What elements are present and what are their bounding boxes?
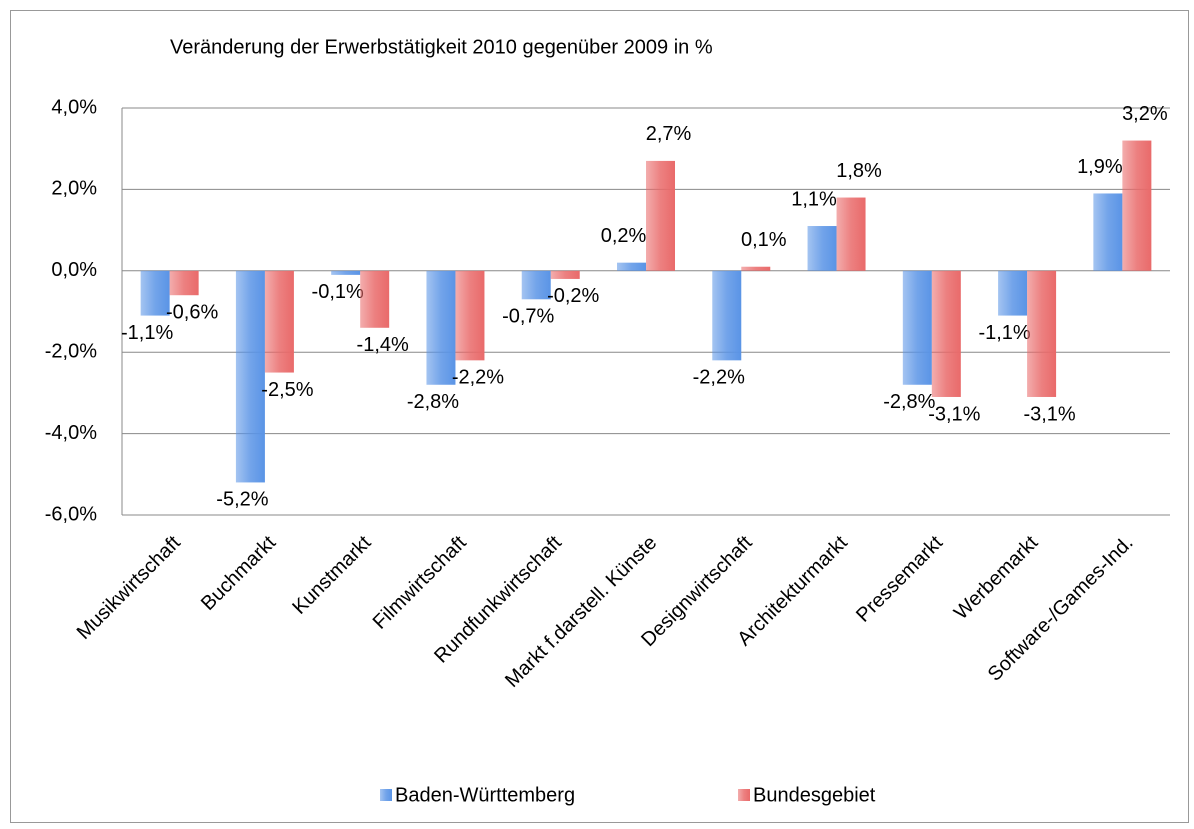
bar bbox=[521, 270, 551, 300]
legend-swatch bbox=[738, 789, 750, 801]
data-label: -3,1% bbox=[1023, 403, 1075, 425]
data-label: -2,2% bbox=[452, 367, 504, 389]
bar bbox=[331, 270, 361, 275]
data-label: -1,1% bbox=[121, 322, 173, 344]
bar bbox=[931, 270, 961, 397]
y-tick-label: -4,0% bbox=[45, 422, 97, 444]
data-label: -0,6% bbox=[166, 302, 218, 324]
chart-border bbox=[10, 10, 1189, 823]
data-label: -0,7% bbox=[502, 306, 554, 328]
data-label: 3,2% bbox=[1122, 103, 1168, 125]
bar bbox=[140, 270, 170, 316]
data-label: -1,1% bbox=[978, 322, 1030, 344]
data-label: 0,1% bbox=[741, 229, 787, 251]
data-label: -2,5% bbox=[261, 379, 313, 401]
x-tick-label: Kunstmarkt bbox=[288, 531, 375, 618]
legend-label: Bundesgebiet bbox=[753, 784, 876, 806]
x-tick-label: Musikwirtschaft bbox=[73, 531, 186, 644]
bar bbox=[426, 270, 456, 385]
y-tick-label: 0,0% bbox=[51, 259, 97, 281]
bar bbox=[550, 270, 580, 279]
data-label: -0,2% bbox=[547, 285, 599, 307]
y-tick-label: 2,0% bbox=[51, 178, 97, 200]
bar bbox=[1093, 193, 1123, 271]
data-label: -1,4% bbox=[357, 334, 409, 356]
data-label: -5,2% bbox=[216, 489, 268, 511]
bar bbox=[741, 266, 771, 271]
data-label: -2,8% bbox=[407, 391, 459, 413]
x-tick-label: Buchmarkt bbox=[197, 531, 280, 614]
bar bbox=[617, 262, 646, 271]
bar bbox=[902, 270, 932, 385]
data-label: -0,1% bbox=[312, 281, 364, 303]
x-tick-label: Filmwirtschaft bbox=[369, 531, 471, 633]
bar bbox=[646, 160, 675, 271]
bar bbox=[807, 226, 837, 271]
data-label: 0,2% bbox=[601, 225, 647, 247]
bar bbox=[264, 270, 294, 373]
bar bbox=[169, 270, 199, 296]
data-label: 1,1% bbox=[791, 188, 837, 210]
data-label: -3,1% bbox=[928, 403, 980, 425]
y-tick-label: -2,0% bbox=[45, 340, 97, 362]
data-label: 2,7% bbox=[646, 123, 692, 145]
bar bbox=[455, 270, 485, 361]
x-tick-label: Werbemarkt bbox=[950, 531, 1043, 624]
bar bbox=[712, 270, 742, 361]
data-label: 1,9% bbox=[1077, 156, 1123, 178]
legend-swatch bbox=[380, 789, 392, 801]
y-tick-label: -6,0% bbox=[45, 503, 97, 525]
legend-label: Baden-Württemberg bbox=[395, 784, 575, 806]
data-label: -2,2% bbox=[693, 367, 745, 389]
bar bbox=[836, 197, 866, 271]
bar bbox=[1122, 140, 1152, 271]
bar bbox=[235, 270, 265, 483]
data-label: -2,8% bbox=[883, 391, 935, 413]
y-tick-label: 4,0% bbox=[51, 96, 97, 118]
bar bbox=[360, 270, 390, 328]
bar bbox=[998, 270, 1028, 316]
bar bbox=[1027, 270, 1057, 397]
chart-title: Veränderung der Erwerbstätigkeit 2010 ge… bbox=[170, 36, 713, 58]
x-tick-label: Pressemarkt bbox=[852, 531, 947, 626]
data-label: 1,8% bbox=[836, 160, 882, 182]
